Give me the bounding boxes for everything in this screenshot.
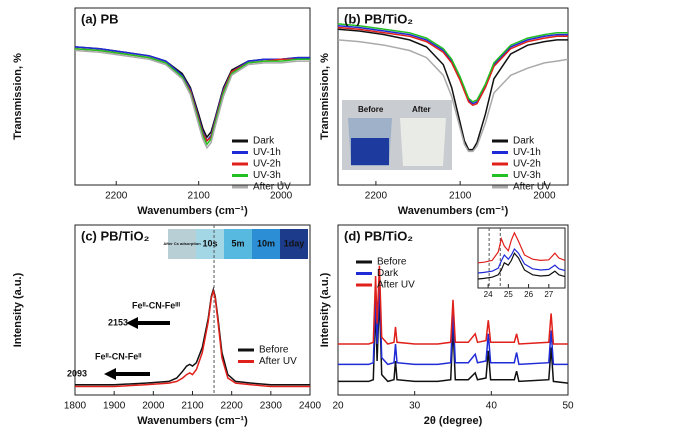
legend-label: Before (377, 257, 407, 268)
x-tick-label: 2200 (365, 191, 388, 202)
series-line (337, 23, 568, 103)
series-line (337, 28, 568, 151)
strip-label: 5m (231, 238, 244, 248)
series-line (338, 279, 568, 366)
swatch (196, 229, 224, 259)
annotation: Feᴵᴵ-CN-Feᴵᴵ (95, 351, 142, 361)
x-tick-label: 2200 (105, 191, 128, 202)
legend-label: Dark (377, 268, 399, 279)
x-tick-label: 27 (544, 290, 553, 299)
chart-title: (b) PB/TiO₂ (344, 11, 413, 26)
series-line (337, 39, 569, 153)
x-tick-label: 50 (562, 401, 574, 412)
beaker-after (400, 118, 446, 166)
y-axis-label: Intensity (a.u.) (12, 272, 24, 347)
chart-title: (a) PB (81, 11, 119, 26)
series-line (75, 286, 310, 386)
x-tick-label: 2200 (221, 401, 244, 412)
y-axis-label: Transmission, % (319, 53, 331, 140)
series-line (477, 252, 566, 280)
series-line (75, 288, 310, 388)
x-tick-label: 1900 (103, 401, 126, 412)
strip-label: 10s (202, 238, 217, 248)
plot-frame (337, 7, 569, 186)
x-tick-label: 40 (486, 401, 498, 412)
legend-label: After UV (377, 280, 415, 291)
legend-label: After UV (259, 356, 297, 367)
arrowhead (104, 368, 116, 380)
y-axis-label: Intensity (a.u.) (319, 272, 331, 347)
chart-title: (c) PB/TiO₂ (81, 228, 150, 243)
solution-before (351, 138, 389, 165)
x-tick-label: 2000 (142, 401, 165, 412)
arrowhead (126, 317, 138, 329)
x-tick-label: 30 (409, 401, 421, 412)
series-line (337, 26, 568, 107)
series-line (74, 47, 310, 146)
x-tick-label: 25 (504, 290, 513, 299)
x-tick-label: 26 (524, 290, 533, 299)
series-line (74, 49, 310, 150)
x-axis-label: 2θ (degree) (424, 415, 483, 427)
annotation: 2093 (67, 368, 87, 378)
x-axis-label: Wavenumbers (cm⁻¹) (398, 205, 509, 217)
swatch (280, 229, 308, 259)
legend-label: UV-2h (253, 159, 281, 170)
strip-label: 10m (257, 238, 275, 248)
x-tick-label: 20 (332, 401, 344, 412)
swatch (224, 229, 252, 259)
legend-label: Dark (253, 136, 275, 147)
legend-label: UV-2h (513, 159, 541, 170)
x-tick-label: 2300 (260, 401, 283, 412)
annotation: Feᴵᴵ-CN-Feᴵᴵᴵ (132, 300, 181, 310)
plot-frame (337, 224, 569, 396)
x-tick-label: 1800 (64, 401, 87, 412)
x-tick-label: 2000 (270, 191, 293, 202)
x-tick-label: 24 (484, 290, 493, 299)
color-strip (168, 229, 308, 259)
x-tick-label: 2100 (181, 401, 204, 412)
x-tick-label: 2100 (449, 191, 472, 202)
y-axis-label: Transmission, % (12, 53, 24, 140)
series-line (338, 265, 568, 345)
legend-label: UV-3h (513, 170, 541, 181)
legend-label: UV-3h (253, 170, 281, 181)
annotation: 2153 (108, 317, 128, 327)
legend-label: After UV (253, 182, 291, 193)
photo-inset (342, 100, 452, 170)
photo-label: Before (358, 105, 384, 114)
x-axis-label: Wavenumbers (cm⁻¹) (137, 205, 248, 217)
legend-label: After UV (513, 182, 551, 193)
legend-label: Before (259, 345, 289, 356)
plot-frame (74, 7, 311, 186)
x-tick-label: 2400 (299, 401, 322, 412)
legend-label: UV-1h (513, 147, 541, 158)
series-line (477, 231, 566, 264)
arrows (104, 317, 170, 380)
series-line (477, 247, 566, 274)
x-tick-label: 2100 (188, 191, 211, 202)
strip-label: 1day (284, 238, 305, 248)
legend-label: UV-1h (253, 147, 281, 158)
photo-label: After (412, 105, 431, 114)
swatch (252, 229, 280, 259)
legend-label: Dark (513, 136, 535, 147)
strip-label: After Cs adsorption (163, 241, 201, 246)
chart-title: (d) PB/TiO₂ (344, 228, 413, 243)
x-axis-label: Wavenumbers (cm⁻¹) (137, 415, 248, 427)
x-tick-label: 2000 (533, 191, 556, 202)
swatch (168, 229, 196, 259)
